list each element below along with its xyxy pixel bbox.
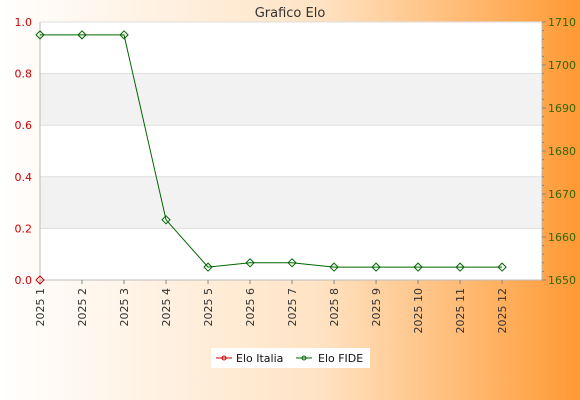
grid-band bbox=[40, 73, 542, 126]
x-axis-tick-label: 2025 7 bbox=[286, 288, 299, 327]
series-point-0 bbox=[35, 275, 45, 285]
grid-band bbox=[40, 176, 542, 229]
x-axis-tick-label: 2025 5 bbox=[202, 288, 215, 327]
plot-background bbox=[40, 22, 542, 280]
right-axis-tick-label: 1710 bbox=[548, 16, 576, 29]
x-axis-tick-label: 2025 3 bbox=[118, 288, 131, 327]
series-point-1 bbox=[371, 262, 381, 272]
left-axis-tick-label: 0.2 bbox=[15, 222, 33, 235]
series-line-1 bbox=[40, 34, 503, 268]
left-axis-tick-label: 0.4 bbox=[15, 171, 33, 184]
series-point-1 bbox=[329, 262, 339, 272]
series-point-1 bbox=[203, 262, 213, 272]
legend-swatch-marker bbox=[301, 355, 307, 361]
series-point-1 bbox=[497, 262, 507, 272]
right-axis-tick-label: 1670 bbox=[548, 188, 576, 201]
x-axis-tick-label: 2025 11 bbox=[454, 288, 467, 334]
series-point-1 bbox=[245, 258, 255, 268]
right-axis-tick-label: 1650 bbox=[548, 274, 576, 287]
left-axis-tick-label: 1.0 bbox=[15, 16, 33, 29]
legend: Elo Italia Elo FIDE bbox=[211, 348, 370, 368]
series-point-1 bbox=[161, 215, 171, 225]
x-axis-tick-label: 2025 6 bbox=[244, 288, 257, 327]
x-axis-tick-label: 2025 9 bbox=[370, 288, 383, 327]
series-point-1 bbox=[413, 262, 423, 272]
series-point-1 bbox=[455, 262, 465, 272]
legend-label: Elo Italia bbox=[236, 352, 283, 365]
right-axis-tick-label: 1660 bbox=[548, 231, 576, 244]
x-axis-tick-label: 2025 10 bbox=[412, 288, 425, 334]
series-point-1 bbox=[77, 30, 87, 40]
x-axis-tick-label: 2025 2 bbox=[76, 288, 89, 327]
left-axis-tick-label: 0.6 bbox=[15, 119, 33, 132]
right-axis-tick-label: 1690 bbox=[548, 102, 576, 115]
legend-label: Elo FIDE bbox=[318, 352, 363, 365]
series-point-1 bbox=[287, 258, 297, 268]
legend-swatch-marker bbox=[221, 355, 227, 361]
series-point-1 bbox=[35, 30, 45, 40]
x-axis-tick-label: 2025 8 bbox=[328, 288, 341, 327]
x-axis-tick-label: 2025 12 bbox=[496, 288, 509, 334]
right-axis-tick-label: 1680 bbox=[548, 145, 576, 158]
left-axis-tick-label: 0.0 bbox=[15, 274, 33, 287]
x-axis-tick-label: 2025 1 bbox=[34, 288, 47, 327]
right-axis-tick-label: 1700 bbox=[548, 59, 576, 72]
legend-box bbox=[211, 348, 370, 368]
x-axis-tick-label: 2025 4 bbox=[160, 288, 173, 327]
plot-area: 0.0 0.2 0.4 0.6 0.8 1.0 1650 1660 1670 1680 1690 17… bbox=[15, 16, 577, 334]
series-point-1 bbox=[119, 30, 129, 40]
left-axis-tick-label: 0.8 bbox=[15, 68, 33, 81]
chart-title: Grafico Elo bbox=[255, 6, 326, 21]
